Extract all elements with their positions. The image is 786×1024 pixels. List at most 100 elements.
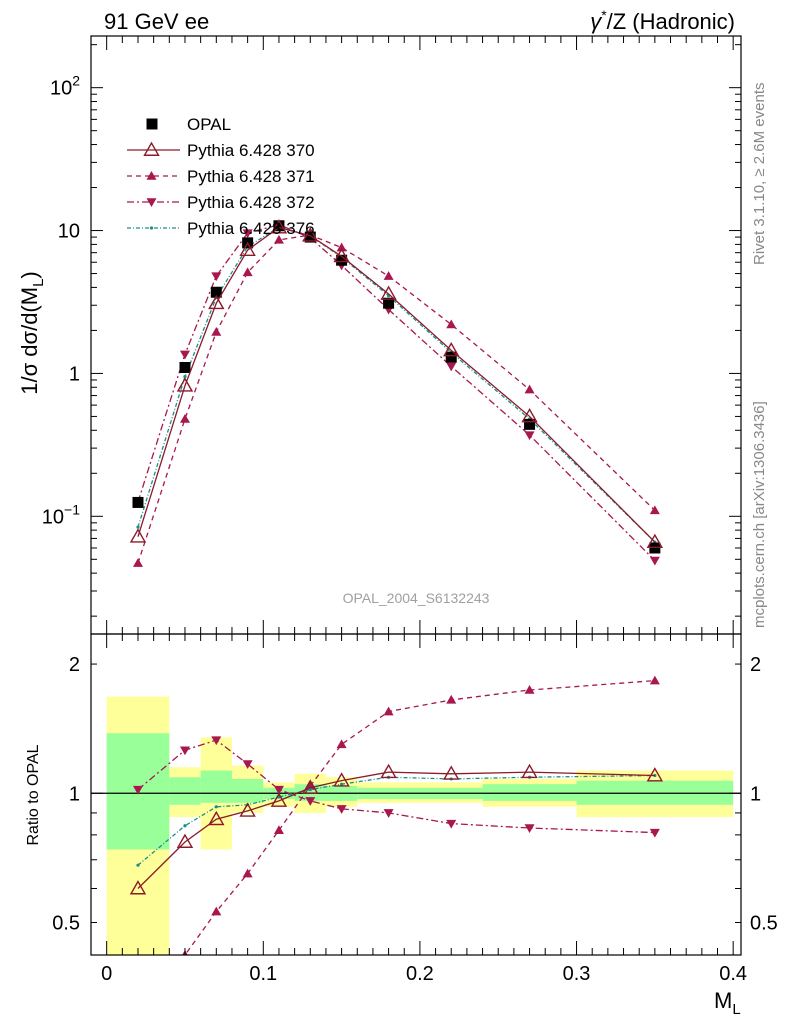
ratio-point-p372 <box>446 819 457 829</box>
main-point-p372 <box>179 350 190 360</box>
title-star: * <box>601 7 607 23</box>
ratio-point-p376 <box>214 805 218 809</box>
plot-title-left: 91 GeV ee <box>104 9 209 34</box>
ratio-point-p370 <box>333 772 350 787</box>
legend-marker-opal <box>146 118 158 130</box>
ylabel-main-text: 1/σ dσ/d(M <box>17 287 42 395</box>
main-point-p370 <box>270 219 288 234</box>
legend-label-p376: Pythia 6.428 376 <box>187 219 315 238</box>
main-series-opal <box>132 220 661 554</box>
main-point-p372 <box>649 556 660 566</box>
ratio-line-p370 <box>137 771 655 889</box>
ratio-series-p372 <box>132 736 660 838</box>
ratio-point-p372 <box>273 785 284 795</box>
ratio-point-p372 <box>383 809 394 818</box>
ratio-point-p372 <box>211 736 222 746</box>
main-point-p370 <box>380 285 397 300</box>
title-gamma: γ <box>590 9 603 34</box>
main-point-p371 <box>524 384 535 394</box>
ratio-plot-layer <box>91 675 741 955</box>
ylabel-main-sub: L <box>30 279 47 287</box>
ratio-point-p371 <box>446 694 457 704</box>
ratio-point-p372 <box>305 797 316 806</box>
legend-marker-p376 <box>149 226 154 230</box>
ratio-point-p371 <box>524 685 535 694</box>
ratio-y-tick-label-left: 2 <box>69 654 80 676</box>
ylabel-main-close: ) <box>17 271 42 278</box>
main-y-tick-label: 10 <box>58 221 80 243</box>
ratio-panel-frame <box>90 633 742 956</box>
ratio-point-p372 <box>649 828 660 838</box>
ratio-point-p376 <box>340 782 344 786</box>
main-series-p372 <box>132 220 660 566</box>
main-series-p370 <box>129 219 664 549</box>
main-point-p370 <box>302 227 319 242</box>
ratio-point-p370 <box>208 810 225 826</box>
main-point-p371 <box>649 505 660 515</box>
ratio-point-p371 <box>273 825 284 835</box>
ratio-y-tick-label-left: 0.5 <box>52 912 80 934</box>
ratio-band-inner <box>482 784 577 801</box>
main-opal-point <box>132 496 144 508</box>
x-tick-label: 0.3 <box>563 963 591 985</box>
main-plot-layer <box>129 219 664 567</box>
main-point-p370 <box>646 533 664 549</box>
ratio-point-p376 <box>183 824 187 828</box>
y-axis-label-main: 1/σ dσ/d(ML) <box>17 271 47 395</box>
legend-label-p370: Pythia 6.428 370 <box>187 141 315 160</box>
main-opal-point <box>210 286 222 298</box>
ratio-y-tick-label-right: 0.5 <box>750 912 778 934</box>
main-point-p371 <box>132 558 143 567</box>
main-y-tick-label: 1 <box>69 363 80 385</box>
ratio-point-p370 <box>302 779 319 794</box>
legend-entry-p371: Pythia 6.428 371 <box>127 167 315 186</box>
main-line-p372 <box>137 223 656 562</box>
main-point-p370 <box>129 528 147 543</box>
legend-entry-p372: Pythia 6.428 372 <box>127 193 315 212</box>
main-point-p376 <box>183 375 187 379</box>
legend-marker-p370 <box>143 141 160 156</box>
main-point-p370 <box>239 241 256 257</box>
ratio-point-p372 <box>524 824 535 834</box>
ratio-point-p371 <box>649 675 660 685</box>
ratio-point-p370 <box>380 763 397 779</box>
main-point-p371 <box>179 413 190 423</box>
legend-marker-p371 <box>146 171 157 180</box>
x-axis-label: ML <box>714 988 741 1018</box>
ratio-y-tick-label-right: 2 <box>750 654 761 676</box>
ratio-point-p370 <box>270 792 288 807</box>
ratio-point-p372 <box>179 746 190 756</box>
rivet-label: Rivet 3.1.10, ≥ 2.6M events <box>751 83 768 266</box>
ratio-line-p372 <box>137 739 655 834</box>
ratio-point-p372 <box>336 805 347 814</box>
legend-label-p372: Pythia 6.428 372 <box>187 193 315 212</box>
main-point-p370 <box>176 377 194 392</box>
main-y-tick-label: 10−1 <box>42 501 80 528</box>
ratio-point-p370 <box>239 802 256 817</box>
main-opal-point <box>445 351 457 363</box>
ratio-y-tick-label-left: 1 <box>69 783 80 805</box>
legend-marker-p372 <box>146 198 157 207</box>
x-axis-ticks: 0 0.1 0.2 0.3 0.4 <box>101 36 747 985</box>
main-point-p370 <box>521 408 538 423</box>
main-panel: 102 10 1 10−1 OPAL_2004_S6132243 OPAL Pythia… <box>42 35 742 635</box>
main-point-p371 <box>336 242 347 252</box>
ratio-y-tick-label-right: 1 <box>750 783 761 805</box>
legend-entry-p370: Pythia 6.428 370 <box>127 141 315 160</box>
main-axis-ticks: 102 10 1 10−1 <box>42 44 741 617</box>
main-point-p372 <box>211 272 222 282</box>
legend-label-opal: OPAL <box>187 115 231 134</box>
ratio-point-p371 <box>383 706 394 716</box>
legend-entry-p376: Pythia 6.428 376 <box>127 219 315 238</box>
ratio-point-p370 <box>521 763 538 779</box>
legend-label-p371: Pythia 6.428 371 <box>187 167 315 186</box>
ratio-point-p376 <box>136 863 140 867</box>
ratio-point-p371 <box>336 739 347 749</box>
x-tick-label: 0.1 <box>249 963 277 985</box>
main-point-p371 <box>242 267 253 277</box>
main-point-p372 <box>446 362 457 372</box>
main-line-p371 <box>137 234 656 564</box>
ratio-band-inner <box>169 777 201 805</box>
main-point-p371 <box>383 271 394 280</box>
